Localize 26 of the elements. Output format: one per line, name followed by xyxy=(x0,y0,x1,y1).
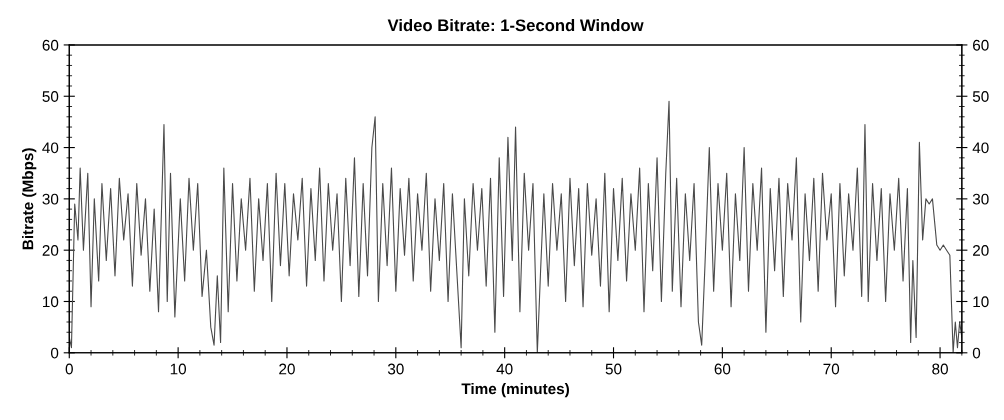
x-tick-label: 70 xyxy=(823,363,840,375)
y2-tick-label: 0 xyxy=(972,347,981,359)
y-tick-label: 50 xyxy=(42,91,59,102)
y-tick-label: 20 xyxy=(42,245,59,256)
y-tick-label: 60 xyxy=(42,39,59,51)
x-tick-label: 80 xyxy=(932,363,948,375)
y-tick-label: 0 xyxy=(50,347,59,359)
y2-tick-label: 20 xyxy=(973,245,989,256)
y2-tick-label: 40 xyxy=(972,142,989,154)
y-axis-title: Bitrate (Mbps) xyxy=(22,148,37,250)
y-tick-label: 10 xyxy=(43,296,59,308)
x-tick-label: 10 xyxy=(170,363,187,375)
x-tick-label: 50 xyxy=(605,363,622,375)
x-tick-label: 20 xyxy=(279,363,295,375)
x-tick-label: 60 xyxy=(714,363,731,375)
x-tick-label: 40 xyxy=(496,363,513,375)
chart-title: Video Bitrate: 1-Second Window xyxy=(387,18,644,32)
y2-tick-label: 30 xyxy=(972,193,989,205)
y-tick-label: 40 xyxy=(42,142,59,154)
y2-tick-label: 60 xyxy=(973,39,989,51)
y2-tick-label: 50 xyxy=(972,91,989,102)
x-tick-label: 30 xyxy=(387,363,404,375)
x-tick-label: 0 xyxy=(65,363,73,375)
y2-tick-label: 10 xyxy=(973,296,989,308)
x-axis-title: Time (minutes) xyxy=(461,383,569,398)
y-tick-label: 30 xyxy=(42,193,59,205)
